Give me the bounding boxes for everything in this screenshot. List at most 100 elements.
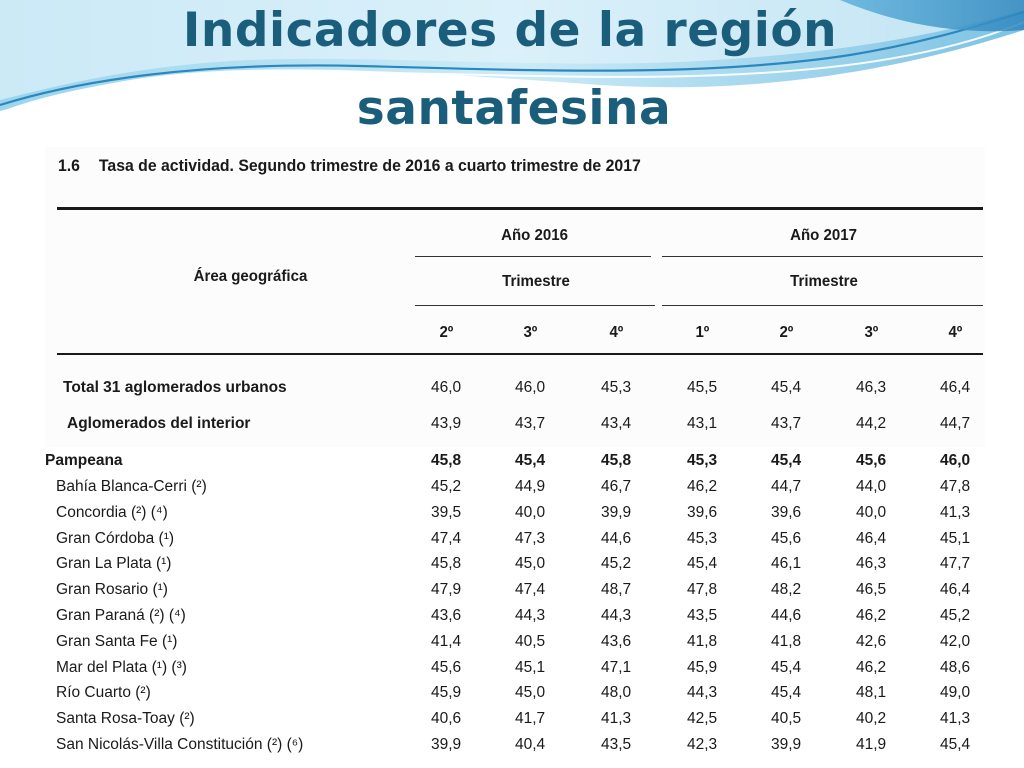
- city-row-value: 42,6: [856, 633, 887, 650]
- summary-row-value: 46,4: [940, 379, 971, 396]
- summary-row-value: 45,4: [771, 379, 802, 396]
- city-row-value: 41,8: [771, 633, 802, 650]
- year-2016-underline: [415, 256, 651, 257]
- city-row-value: 43,6: [431, 607, 462, 624]
- region-row-value: 45,8: [431, 452, 462, 469]
- quarter-header: 2º: [439, 324, 454, 341]
- city-row-value: 45,2: [431, 478, 462, 495]
- city-row-value: 46,2: [856, 659, 887, 676]
- city-row-label: Gran Córdoba (¹): [56, 530, 175, 547]
- region-row-value: 46,0: [940, 452, 971, 469]
- quarter-header: 4º: [948, 324, 963, 341]
- city-row-value: 41,4: [431, 633, 462, 650]
- city-row-value: 44,6: [771, 607, 802, 624]
- city-row-label: Mar del Plata (¹) (³): [56, 659, 187, 676]
- city-row-value: 45,4: [771, 659, 802, 676]
- city-row-value: 39,9: [431, 736, 462, 753]
- city-row-value: 47,7: [940, 555, 971, 572]
- city-row-value: 40,2: [856, 710, 887, 727]
- city-row-value: 39,6: [771, 504, 802, 521]
- city-row-value: 48,1: [856, 684, 887, 701]
- city-row-value: 48,7: [601, 581, 632, 598]
- city-row-value: 45,1: [515, 659, 546, 676]
- summary-row-value: 43,4: [601, 415, 632, 432]
- quarter-header: 4º: [609, 324, 624, 341]
- city-row-value: 44,6: [601, 530, 632, 547]
- table-panel: [45, 147, 985, 447]
- city-row-value: 44,3: [687, 684, 718, 701]
- region-row-value: 45,8: [601, 452, 632, 469]
- city-row-value: 44,9: [515, 478, 546, 495]
- city-row-value: 41,8: [687, 633, 718, 650]
- city-row-value: 43,5: [687, 607, 718, 624]
- summary-row-label: Aglomerados del interior: [67, 415, 251, 432]
- city-row-value: 48,0: [601, 684, 632, 701]
- city-row-value: 45,1: [940, 530, 971, 547]
- area-header: Área geográfica: [193, 268, 308, 285]
- city-row-value: 45,9: [687, 659, 718, 676]
- city-row-value: 49,0: [940, 684, 971, 701]
- city-row-label: Gran Rosario (¹): [56, 581, 168, 598]
- city-row-value: 43,6: [601, 633, 632, 650]
- summary-row-label: Total 31 aglomerados urbanos: [63, 379, 287, 396]
- wave-banner: [0, 0, 1024, 113]
- city-row-value: 41,3: [940, 504, 971, 521]
- city-row-value: 40,0: [515, 504, 546, 521]
- city-row-label: Río Cuarto (²): [56, 684, 151, 701]
- city-row-value: 41,7: [515, 710, 546, 727]
- trimestre-2017-underline: [662, 305, 983, 306]
- city-row-value: 40,5: [771, 710, 802, 727]
- city-row-value: 46,2: [856, 607, 887, 624]
- city-row-value: 46,7: [601, 478, 632, 495]
- city-row-value: 47,1: [601, 659, 632, 676]
- summary-row-value: 43,9: [431, 415, 462, 432]
- year-2017-underline: [662, 256, 983, 257]
- summary-row-value: 46,0: [431, 379, 462, 396]
- table-top-rule: [57, 207, 983, 210]
- city-row-value: 45,9: [431, 684, 462, 701]
- region-row-label: Pampeana: [45, 452, 123, 469]
- city-row-value: 44,3: [515, 607, 546, 624]
- city-row-label: Gran Santa Fe (¹): [56, 633, 178, 650]
- quarter-header: 3º: [523, 324, 538, 341]
- city-row-value: 45,3: [687, 530, 718, 547]
- city-row-value: 45,4: [687, 555, 718, 572]
- city-row-value: 47,9: [431, 581, 462, 598]
- city-row-value: 46,2: [687, 478, 718, 495]
- city-row-value: 46,4: [940, 581, 971, 598]
- slide-title-line1: Indicadores de la región: [182, 3, 838, 58]
- quarter-header: 2º: [779, 324, 794, 341]
- city-row-value: 45,6: [771, 530, 802, 547]
- trimestre-2016-header: Trimestre: [502, 273, 570, 290]
- summary-row-value: 46,0: [515, 379, 546, 396]
- summary-row-value: 44,2: [856, 415, 887, 432]
- city-row-value: 40,6: [431, 710, 462, 727]
- city-row-value: 44,3: [601, 607, 632, 624]
- table-caption-text: Tasa de actividad. Segundo trimestre de …: [98, 156, 641, 175]
- city-row-value: 46,1: [771, 555, 802, 572]
- city-row-value: 45,8: [431, 555, 462, 572]
- city-row-value: 47,4: [431, 530, 462, 547]
- city-row-value: 39,9: [601, 504, 632, 521]
- city-row-label: Santa Rosa-Toay (²): [56, 710, 195, 727]
- city-row-value: 41,9: [856, 736, 887, 753]
- city-row-label: Concordia (²) (⁴): [56, 504, 168, 521]
- city-row-value: 45,0: [515, 555, 546, 572]
- city-row-value: 42,3: [687, 736, 718, 753]
- slide-title-line2: santafesina: [356, 81, 672, 136]
- region-row-value: 45,3: [687, 452, 718, 469]
- city-row-value: 45,6: [431, 659, 462, 676]
- summary-row-value: 46,3: [856, 379, 887, 396]
- city-row-value: 46,4: [856, 530, 887, 547]
- city-row-value: 47,3: [515, 530, 546, 547]
- city-row-label: Bahía Blanca-Cerri (²): [56, 478, 207, 495]
- summary-row-value: 43,7: [515, 415, 546, 432]
- city-row-value: 39,9: [771, 736, 802, 753]
- city-row-value: 40,0: [856, 504, 887, 521]
- city-row-value: 43,5: [601, 736, 632, 753]
- table-caption: 1.6 Tasa de actividad. Segundo trimestre …: [58, 156, 641, 176]
- trimestre-2016-underline: [415, 305, 655, 306]
- summary-row-value: 45,3: [601, 379, 632, 396]
- table-number: 1.6: [58, 156, 80, 175]
- city-row-value: 45,2: [940, 607, 971, 624]
